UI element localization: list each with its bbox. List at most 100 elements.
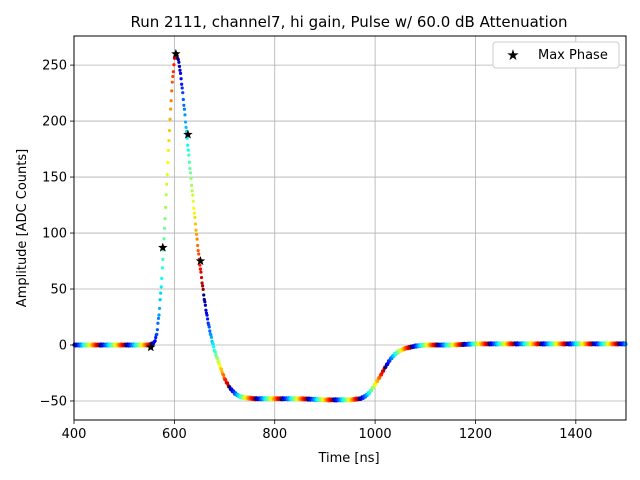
pulse-point: [154, 335, 158, 340]
pulse-point: [170, 80, 174, 84]
max-phase-star: [171, 48, 181, 58]
pulse-point: [199, 275, 204, 280]
pulse-point: [188, 166, 192, 171]
max-phase-star: [195, 256, 206, 266]
y-tick-label: 200: [42, 115, 67, 130]
pulse-point: [220, 370, 224, 374]
pulse-point: [378, 375, 382, 380]
pulse-point: [177, 64, 182, 69]
pulse-point: [177, 60, 181, 64]
pulse-point: [202, 293, 206, 297]
pulse-point: [172, 63, 176, 67]
pulse-point: [200, 281, 204, 285]
pulse-point: [194, 232, 199, 236]
x-tick-label: 1200: [459, 427, 492, 442]
pulse-point: [197, 252, 201, 256]
pulse-point: [183, 113, 187, 117]
pulse-point: [204, 308, 208, 312]
pulse-point: [201, 284, 205, 288]
max-phase-star: [183, 129, 193, 139]
pulse-point: [209, 335, 214, 339]
axis-ticks: 400 600 800 1000 1200 1400 −50 0 50 100 150 200 250: [40, 59, 593, 442]
pulse-point: [180, 86, 184, 90]
pulse-point: [171, 70, 175, 74]
pulse-point: [162, 237, 166, 241]
chart-title: Run 2111, channel7, hi gain, Pulse w/ 60…: [130, 13, 567, 31]
pulse-point: [195, 237, 199, 241]
y-tick-label: 50: [50, 283, 67, 298]
pulse-point: [196, 243, 200, 248]
pulse-point: [169, 99, 173, 103]
legend-star-icon: ★: [506, 46, 519, 64]
y-tick-label: 100: [42, 227, 67, 242]
pulse-point: [156, 316, 161, 321]
pulse-point: [171, 74, 175, 79]
pulse-point: [198, 267, 203, 271]
pulse-point: [167, 128, 172, 133]
y-axis-label: Amplitude [ADC Counts]: [15, 149, 30, 307]
pulse-point: [196, 248, 200, 253]
pulse-point: [164, 205, 168, 209]
pulse-point: [170, 89, 174, 93]
pulse-point: [181, 91, 185, 95]
pulse-point: [159, 291, 163, 295]
pulse-point: [193, 215, 197, 220]
pulse-point: [158, 298, 162, 302]
pulse-point: [184, 125, 188, 129]
y-tick-label: −50: [40, 394, 67, 409]
pulse-point: [180, 82, 184, 86]
pulse-point: [176, 58, 180, 62]
pulse-point: [187, 153, 191, 157]
plot-frame: [73, 35, 627, 421]
pulse-point: [160, 266, 164, 270]
legend: ★ Max Phase: [492, 41, 620, 69]
pulse-point: [169, 107, 173, 111]
pulse-point: [153, 339, 157, 343]
x-tick-label: 1400: [559, 427, 592, 442]
pulse-point: [159, 285, 163, 289]
pulse-point: [157, 313, 161, 317]
pulse-point: [156, 321, 160, 325]
pulse-point: [178, 71, 183, 75]
pulse-point: [190, 189, 194, 193]
pulse-scatter-points: [72, 51, 628, 403]
pulse-point: [168, 117, 172, 121]
pulse-point: [163, 217, 167, 221]
pulse-point: [199, 270, 203, 274]
pulse-point: [187, 160, 191, 164]
y-tick-label: 250: [42, 59, 67, 74]
pulse-point: [203, 300, 207, 304]
pulse-point: [193, 222, 198, 226]
pulse-point: [182, 107, 186, 111]
pulse-point: [165, 172, 169, 177]
pulse-point: [207, 325, 211, 329]
pulse-point: [186, 148, 190, 152]
pulse-point: [179, 77, 183, 81]
pulse-point: [212, 345, 216, 349]
plot-background: [74, 36, 626, 420]
max-phase-star: [158, 242, 168, 252]
pulse-point: [224, 378, 228, 382]
x-tick-label: 800: [262, 427, 287, 442]
pulse-point: [188, 171, 193, 175]
pulse-point: [201, 287, 205, 291]
pulse-point: [192, 206, 196, 210]
pulse-point: [178, 68, 182, 72]
pulse-point: [213, 350, 217, 354]
pulse-point: [161, 257, 165, 261]
pulse-point: [181, 97, 185, 102]
pulse-point: [198, 263, 202, 267]
pulse-point: [218, 363, 222, 367]
pulse-point: [189, 183, 194, 187]
pulse-point: [203, 303, 207, 307]
pulse-point: [191, 199, 195, 203]
pulse-point: [160, 276, 164, 280]
pulse-point: [215, 356, 220, 361]
pulse-point: [192, 211, 196, 215]
pulse-point: [189, 176, 193, 180]
pulse-point: [166, 148, 170, 153]
pulse-point: [205, 317, 210, 321]
y-tick-label: 150: [42, 171, 67, 186]
pulse-point: [182, 103, 186, 107]
